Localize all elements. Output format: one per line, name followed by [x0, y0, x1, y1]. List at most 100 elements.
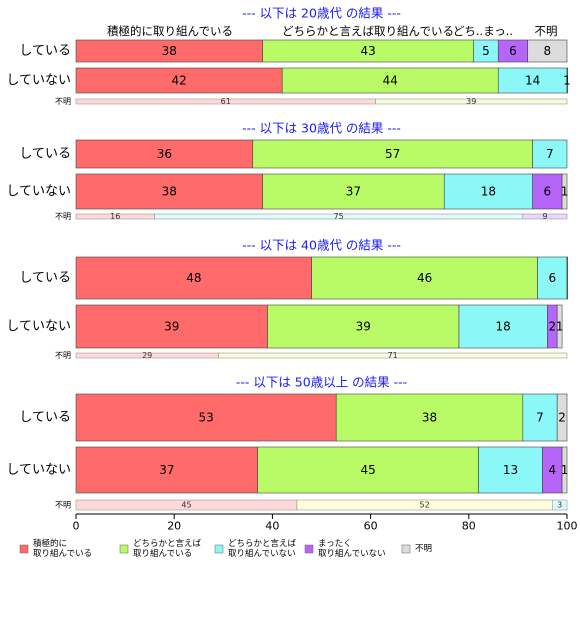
legend-item: 積極的に取り組んでいる [19, 538, 92, 559]
legend-label: どちらかと言えば [133, 538, 202, 549]
bar-segment [311, 256, 538, 300]
panel-title: --- 以下は 20歳代 の結果 --- [242, 6, 401, 21]
bar-segment [532, 173, 563, 210]
row-label: している [19, 147, 71, 162]
panel-title: --- 以下は 50歳以上 の結果 --- [236, 375, 407, 390]
top-category-label: どちらかと言えば取り組んでいる [282, 24, 454, 38]
data-label: 7 [536, 411, 544, 425]
data-label: 2 [558, 411, 566, 425]
unknown-data-label: 9 [542, 212, 547, 221]
unknown-label: 不明 [55, 351, 71, 360]
bar-segment [556, 304, 563, 349]
row-label: していない [6, 319, 71, 334]
data-label: 4 [548, 463, 556, 477]
unknown-row: 不明 45 52 3 [55, 499, 568, 511]
bar-row: している 53 38 7 2 [19, 393, 568, 442]
data-label: 6 [509, 44, 517, 58]
bar-segment [267, 304, 460, 349]
data-label: 38 [422, 411, 437, 425]
unknown-data-label: 45 [181, 501, 191, 510]
bar-row: していない 37 45 13 4 1 [6, 446, 569, 494]
unknown-segment [218, 352, 568, 359]
row-label: していない [6, 73, 71, 88]
bar-segment [75, 446, 258, 494]
data-label: 8 [544, 44, 552, 58]
x-tick-label: 60 [364, 520, 378, 533]
bar-segment [75, 304, 268, 349]
legend: 積極的に取り組んでいるどちらかと言えば取り組んでいるどちらかと言えば取り組んでい… [19, 538, 432, 559]
unknown-segment [522, 213, 568, 220]
unknown-data-label: 61 [221, 97, 231, 106]
bar-segment [561, 173, 568, 210]
bar-segment [75, 173, 263, 210]
data-label: 5 [482, 44, 490, 58]
bar-segment [561, 446, 568, 494]
bar-row: している 36 57 7 [19, 139, 568, 169]
data-label: 37 [346, 185, 361, 199]
x-tick-label: 40 [265, 520, 279, 533]
row-label: している [19, 410, 71, 425]
bar-segment [527, 39, 568, 63]
row-label: していない [6, 184, 71, 199]
bar-segment [262, 173, 445, 210]
bar-segment [335, 393, 524, 442]
bar-segment [566, 67, 568, 94]
unknown-label: 不明 [55, 501, 71, 510]
data-label: 46 [417, 271, 432, 285]
data-label: 48 [186, 271, 201, 285]
data-label: 45 [361, 463, 376, 477]
bar-segment [566, 256, 568, 300]
unknown-data-label: 3 [557, 501, 562, 510]
bar-segment [443, 173, 533, 210]
bar-segment [478, 446, 543, 494]
data-label: 14 [525, 74, 540, 88]
data-label: 2 [548, 320, 556, 334]
bar-segment [532, 139, 568, 169]
panel-2: --- 以下は 30歳代 の結果 --- している 36 57 7 していない 38 37 18… [6, 121, 568, 222]
legend-label: 積極的に [33, 538, 67, 549]
bar-segment [257, 446, 479, 494]
bar-segment [458, 304, 548, 349]
data-label: 1 [561, 463, 569, 477]
unknown-row: 不明 16 75 9 [55, 212, 568, 221]
panel-title: --- 以下は 30歳代 の結果 --- [242, 121, 401, 136]
legend-label: 取り組んでいない [318, 548, 386, 559]
bar-row: していない 42 44 14 1 [6, 67, 571, 94]
legend-swatch [214, 544, 224, 554]
legend-item: どちらかと言えば取り組んでいる [119, 538, 202, 559]
unknown-segment [375, 98, 568, 105]
unknown-label: 不明 [55, 97, 71, 106]
bar-segment [75, 67, 283, 94]
unknown-segment [552, 499, 568, 511]
data-label: 44 [383, 74, 398, 88]
bar-segment [75, 393, 337, 442]
legend-swatch [119, 544, 129, 554]
bar-row: していない 39 39 18 2 1 [6, 304, 563, 349]
data-label: 39 [164, 320, 179, 334]
bar-segment [497, 67, 568, 94]
legend-item: 不明 [401, 544, 432, 554]
legend-label: どちらかと言えば [228, 538, 297, 549]
legend-swatch [19, 544, 29, 554]
x-tick-label: 20 [167, 520, 181, 533]
bar-segment [75, 256, 312, 300]
row-label: していない [6, 463, 71, 478]
top-category-label: どち..まっ.. [453, 24, 513, 38]
data-label: 36 [157, 147, 172, 161]
unknown-data-label: 39 [466, 97, 476, 106]
panel-1: --- 以下は 20歳代 の結果 --- している 38 43 5 6 8 していない 42 44… [6, 6, 570, 107]
legend-label: 取り組んでいる [133, 548, 192, 559]
legend-label: 取り組んでいない [228, 548, 296, 559]
data-label: 42 [171, 74, 186, 88]
data-label: 18 [481, 185, 496, 199]
unknown-row: 不明 61 39 [55, 97, 568, 106]
legend-label: 不明 [415, 544, 432, 554]
data-label: 1 [563, 74, 571, 88]
legend-swatch [304, 544, 314, 554]
data-label: 43 [361, 44, 376, 58]
legend-label: まったく [318, 539, 352, 549]
